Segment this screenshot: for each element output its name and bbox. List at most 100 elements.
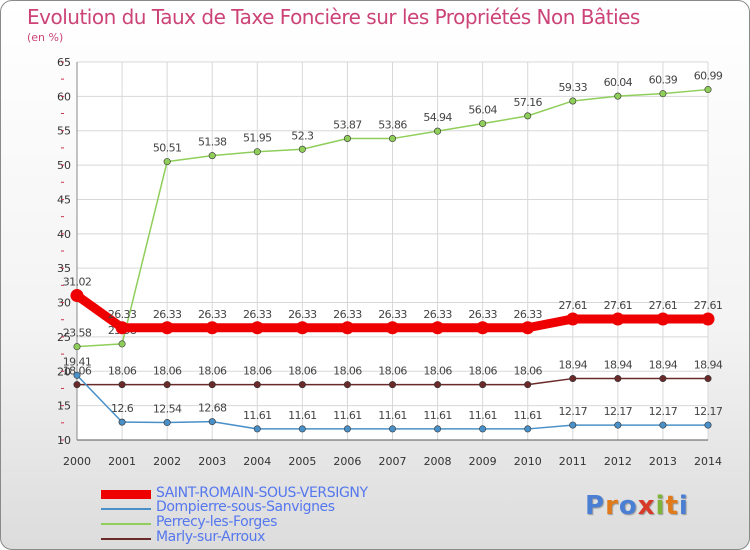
data-point bbox=[704, 375, 712, 383]
data-label: 27.61 bbox=[559, 299, 588, 312]
data-label: 26.33 bbox=[468, 308, 497, 321]
data-point bbox=[118, 418, 126, 426]
data-label: 26.33 bbox=[243, 308, 272, 321]
data-point bbox=[388, 135, 396, 143]
data-point bbox=[388, 381, 396, 389]
data-point bbox=[343, 134, 351, 142]
data-point bbox=[343, 381, 351, 389]
data-point bbox=[250, 321, 264, 335]
data-label: 18.06 bbox=[153, 365, 182, 378]
data-point bbox=[614, 92, 622, 100]
data-point bbox=[160, 321, 174, 335]
data-label: 18.06 bbox=[288, 365, 317, 378]
data-label: 12.68 bbox=[198, 402, 227, 415]
data-point bbox=[163, 419, 171, 427]
data-point bbox=[434, 127, 442, 135]
data-label: 26.33 bbox=[108, 308, 137, 321]
data-label: 51.38 bbox=[198, 136, 227, 149]
data-point bbox=[566, 312, 580, 326]
data-label: 11.61 bbox=[513, 409, 542, 422]
data-label: 50.51 bbox=[153, 142, 182, 155]
data-label: 11.61 bbox=[288, 409, 317, 422]
x-tick-label: 2008 bbox=[424, 455, 452, 468]
data-point bbox=[704, 421, 712, 429]
data-label: 18.06 bbox=[378, 365, 407, 378]
data-point bbox=[253, 148, 261, 156]
data-point bbox=[614, 375, 622, 383]
data-label: 26.33 bbox=[423, 308, 452, 321]
x-tick-label: 2010 bbox=[514, 455, 542, 468]
data-label: 11.61 bbox=[333, 409, 362, 422]
legend-swatch bbox=[101, 538, 151, 540]
data-point bbox=[253, 381, 261, 389]
data-point bbox=[298, 145, 306, 153]
data-label: 12.17 bbox=[604, 405, 633, 418]
data-label: 53.87 bbox=[333, 118, 362, 131]
data-label: 18.06 bbox=[108, 365, 137, 378]
data-label: 11.61 bbox=[243, 409, 272, 422]
data-label: 26.33 bbox=[513, 308, 542, 321]
data-point bbox=[163, 158, 171, 166]
legend-label: Perrecy-les-Forges bbox=[156, 514, 277, 530]
x-tick-label: 2009 bbox=[469, 455, 497, 468]
data-label: 12.17 bbox=[694, 405, 723, 418]
x-tick-label: 2002 bbox=[153, 455, 181, 468]
data-point bbox=[118, 340, 126, 348]
data-point bbox=[524, 425, 532, 433]
data-label: 27.61 bbox=[604, 299, 633, 312]
data-point bbox=[704, 86, 712, 94]
chart-title: Evolution du Taux de Taxe Foncière sur l… bbox=[27, 5, 640, 29]
x-tick-label: 2006 bbox=[333, 455, 361, 468]
data-point bbox=[205, 321, 219, 335]
data-point bbox=[524, 112, 532, 120]
data-label: 12.17 bbox=[649, 405, 678, 418]
data-point bbox=[73, 343, 81, 351]
data-label: 26.33 bbox=[333, 308, 362, 321]
data-label: 26.33 bbox=[198, 308, 227, 321]
data-point bbox=[569, 97, 577, 105]
data-label: 18.06 bbox=[423, 365, 452, 378]
unit-label: (en %) bbox=[27, 31, 64, 44]
data-label: 27.61 bbox=[694, 299, 723, 312]
data-point bbox=[73, 371, 81, 379]
x-tick-label: 2007 bbox=[379, 455, 407, 468]
data-label: 18.94 bbox=[694, 359, 723, 372]
data-point bbox=[115, 321, 129, 335]
data-label: 11.61 bbox=[378, 409, 407, 422]
x-tick-label: 2001 bbox=[108, 455, 136, 468]
data-label: 51.95 bbox=[243, 132, 272, 145]
data-point bbox=[70, 289, 84, 303]
data-point bbox=[656, 312, 670, 326]
data-point bbox=[479, 425, 487, 433]
data-label: 18.06 bbox=[513, 365, 542, 378]
data-label: 52.3 bbox=[291, 129, 314, 142]
data-point bbox=[73, 381, 81, 389]
data-label: 57.16 bbox=[513, 96, 542, 109]
data-point bbox=[701, 312, 715, 326]
legend-label: Marly-sur-Arroux bbox=[156, 529, 266, 545]
data-label: 23.58 bbox=[63, 327, 92, 340]
data-point bbox=[343, 425, 351, 433]
data-point bbox=[659, 90, 667, 98]
data-point bbox=[434, 425, 442, 433]
data-point bbox=[659, 421, 667, 429]
data-label: 26.33 bbox=[153, 308, 182, 321]
data-label: 18.94 bbox=[604, 359, 633, 372]
data-label: 12.54 bbox=[153, 403, 182, 416]
x-tick-label: 2000 bbox=[63, 455, 91, 468]
data-point bbox=[476, 321, 490, 335]
data-label: 59.33 bbox=[559, 81, 588, 94]
data-point bbox=[479, 120, 487, 128]
data-label: 26.33 bbox=[288, 308, 317, 321]
data-label: 18.94 bbox=[559, 359, 588, 372]
data-point bbox=[208, 418, 216, 426]
data-point bbox=[340, 321, 354, 335]
data-point bbox=[208, 152, 216, 160]
x-tick-label: 2013 bbox=[649, 455, 677, 468]
data-label: 26.33 bbox=[378, 308, 407, 321]
data-label: 18.06 bbox=[468, 365, 497, 378]
data-point bbox=[208, 381, 216, 389]
data-point bbox=[431, 321, 445, 335]
data-label: 54.94 bbox=[423, 111, 452, 124]
data-point bbox=[386, 321, 399, 335]
